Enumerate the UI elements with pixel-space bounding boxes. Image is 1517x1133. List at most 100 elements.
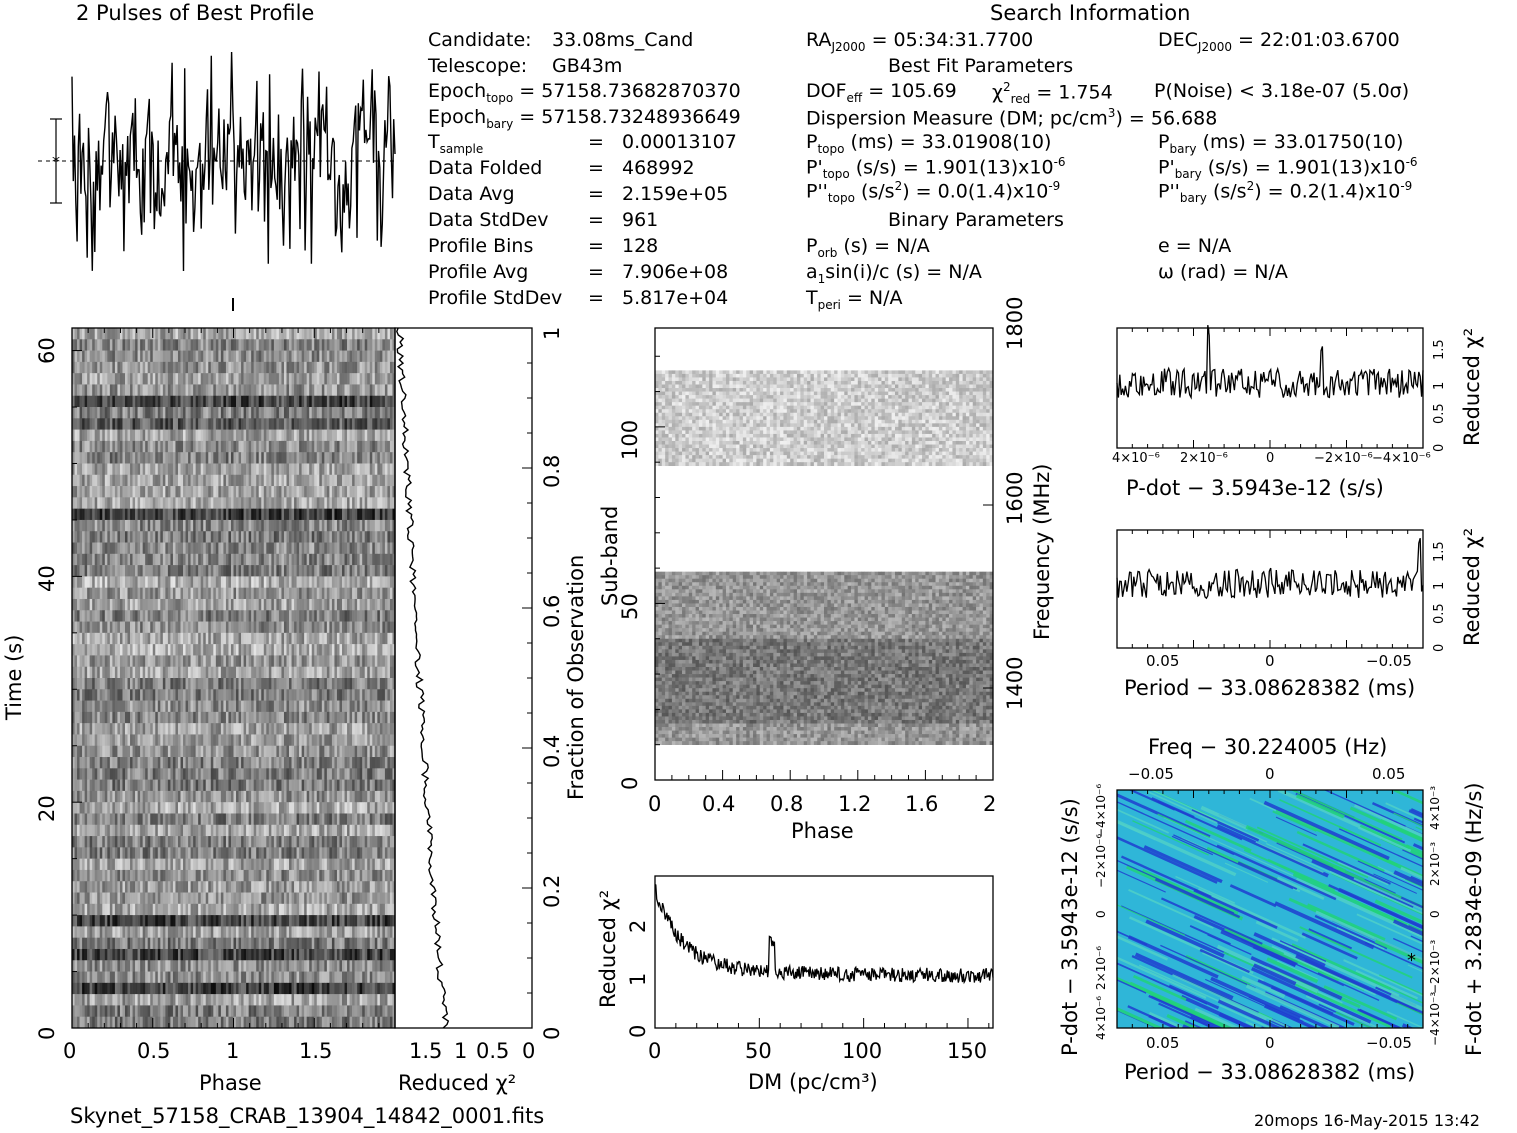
time-phase-cell bbox=[266, 339, 270, 351]
time-phase-cell bbox=[127, 711, 131, 724]
time-phase-cell bbox=[140, 440, 143, 453]
time-phase-cell bbox=[357, 339, 360, 351]
time-phase-cell bbox=[266, 700, 270, 713]
time-phase-cell bbox=[135, 565, 138, 577]
time-phase-cell bbox=[140, 587, 143, 600]
time-phase-cell bbox=[74, 723, 78, 735]
time-phase-cell bbox=[218, 745, 222, 758]
time-phase-cell bbox=[97, 452, 101, 464]
time-phase-cell bbox=[233, 745, 237, 758]
time-phase-cell bbox=[329, 644, 333, 656]
time-phase-cell bbox=[273, 531, 277, 543]
time-phase-cell bbox=[135, 508, 138, 521]
time-phase-cell bbox=[213, 553, 217, 566]
time-phase-cell bbox=[112, 508, 116, 521]
time-phase-cell bbox=[150, 711, 154, 724]
time-phase-cell bbox=[122, 632, 126, 645]
time-phase-cell bbox=[379, 350, 383, 363]
time-phase-cell bbox=[387, 745, 391, 758]
time-phase-cell bbox=[84, 700, 88, 713]
time-phase-cell bbox=[183, 666, 186, 679]
time-phase-cell bbox=[119, 757, 123, 769]
time-phase-cell bbox=[379, 486, 383, 498]
time-phase-cell bbox=[354, 429, 358, 442]
time-phase-cell bbox=[294, 486, 297, 498]
time-phase-cell bbox=[344, 655, 348, 668]
time-phase-cell bbox=[223, 440, 227, 453]
time-phase-cell bbox=[180, 407, 184, 419]
time-phase-cell bbox=[319, 452, 323, 464]
time-phase-cell bbox=[198, 463, 201, 476]
time-phase-cell bbox=[253, 407, 257, 419]
time-phase-cell bbox=[342, 508, 345, 521]
time-phase-cell bbox=[369, 542, 373, 555]
time-phase-cell bbox=[162, 723, 166, 735]
time-phase-cell bbox=[311, 339, 315, 351]
time-phase-cell bbox=[99, 452, 103, 464]
time-phase-cell bbox=[319, 474, 323, 487]
time-phase-cell bbox=[241, 689, 244, 701]
time-phase-cell bbox=[107, 632, 111, 645]
time-phase-cell bbox=[210, 553, 214, 566]
time-phase-cell bbox=[130, 655, 133, 668]
time-phase-cell bbox=[236, 395, 239, 408]
time-phase-cell bbox=[92, 452, 96, 464]
time-phase-cell bbox=[132, 542, 136, 555]
time-phase-cell bbox=[205, 610, 209, 622]
time-phase-cell bbox=[97, 587, 101, 600]
time-phase-cell bbox=[248, 361, 252, 374]
time-phase-cell bbox=[331, 734, 335, 747]
time-phase-cell bbox=[145, 700, 148, 713]
time-phase-cell bbox=[152, 452, 156, 464]
time-phase-cell bbox=[301, 463, 305, 476]
time-phase-cell bbox=[77, 576, 80, 588]
data-std-value: 961 bbox=[622, 209, 659, 231]
time-phase-cell bbox=[190, 373, 194, 385]
time-phase-cell bbox=[175, 373, 179, 385]
time-phase-cell bbox=[389, 655, 393, 668]
time-phase-cell bbox=[253, 757, 257, 769]
time-phase-cell bbox=[367, 621, 371, 634]
time-phase-cell bbox=[127, 328, 131, 340]
time-phase-cell bbox=[384, 700, 388, 713]
time-phase-cell bbox=[306, 350, 310, 363]
time-phase-cell bbox=[167, 610, 171, 622]
time-phase-cell bbox=[170, 373, 174, 385]
time-phase-cell bbox=[225, 474, 229, 487]
time-phase-cell bbox=[256, 576, 260, 588]
time-phase-cell bbox=[165, 339, 169, 351]
time-phase-cell bbox=[94, 474, 98, 487]
time-phase-cell bbox=[175, 610, 179, 622]
time-phase-cell bbox=[145, 757, 148, 769]
time-phase-cell bbox=[150, 361, 154, 374]
time-phase-cell bbox=[177, 474, 181, 487]
time-phase-cell bbox=[170, 632, 174, 645]
time-phase-cell bbox=[379, 553, 383, 566]
time-phase-cell bbox=[236, 339, 239, 351]
time-phase-cell bbox=[369, 384, 373, 397]
time-phase-cell bbox=[79, 553, 83, 566]
time-phase-cell bbox=[225, 384, 229, 397]
time-phase-cell bbox=[367, 463, 371, 476]
time-phase-cell bbox=[392, 497, 395, 509]
time-phase-cell bbox=[72, 700, 75, 713]
time-phase-cell bbox=[299, 632, 302, 645]
time-phase-cell bbox=[324, 644, 328, 656]
time-phase-cell bbox=[228, 542, 232, 555]
time-phase-cell bbox=[314, 519, 318, 532]
time-phase-cell bbox=[309, 700, 313, 713]
time-phase-cell bbox=[289, 361, 292, 374]
time-phase-cell bbox=[215, 565, 219, 577]
time-phase-cell bbox=[372, 452, 376, 464]
time-phase-cell bbox=[347, 621, 350, 634]
time-phase-cell bbox=[228, 395, 232, 408]
time-phase-cell bbox=[99, 463, 103, 476]
time-phase-cell bbox=[384, 621, 388, 634]
time-phase-cell bbox=[87, 598, 90, 611]
time-phase-cell bbox=[104, 407, 108, 419]
time-phase-cell bbox=[248, 339, 252, 351]
time-phase-cell bbox=[82, 587, 85, 600]
time-phase-cell bbox=[203, 723, 207, 735]
time-phase-cell bbox=[215, 429, 219, 442]
time-phase-cell bbox=[359, 678, 363, 690]
